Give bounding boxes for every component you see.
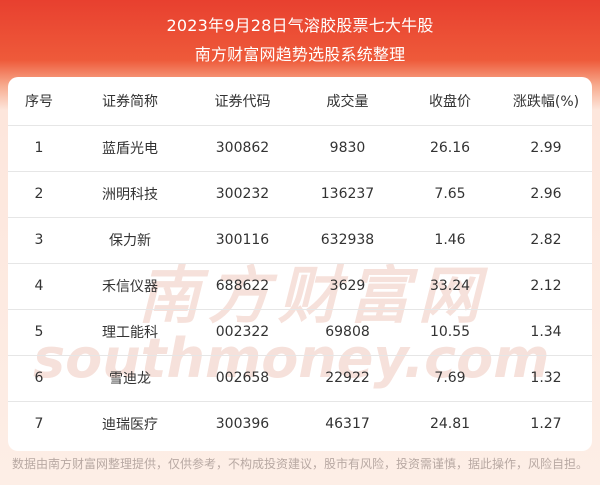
table-row: 6 雪迪龙 002658 22922 7.69 1.32 <box>8 355 592 402</box>
cell-volume: 69808 <box>295 309 400 356</box>
table-row: 2 洲明科技 300232 136237 7.65 2.96 <box>8 171 592 218</box>
footer-disclaimer: 数据由南方财富网整理提供，仅供参考，不构成投资建议，股市有风险，投资需谨慎，据此… <box>11 457 588 471</box>
cell-change: 2.82 <box>500 217 592 264</box>
header-banner: 2023年9月28日气溶胶股票七大牛股 南方财富网趋势选股系统整理 <box>0 0 600 80</box>
page-subtitle: 南方财富网趋势选股系统整理 <box>194 45 406 64</box>
cell-index: 7 <box>34 416 44 433</box>
cell-name: 理工能科 <box>70 309 190 356</box>
header-code: 证券代码 <box>190 77 295 126</box>
cell-volume: 9830 <box>295 125 400 172</box>
cell-change: 1.32 <box>500 355 592 402</box>
table-row: 4 禾信仪器 688622 3629 33.24 2.12 <box>8 263 592 310</box>
cell-close: 33.24 <box>400 263 500 310</box>
page-title: 2023年9月28日气溶胶股票七大牛股 <box>166 16 434 35</box>
cell-code: 688622 <box>190 263 295 310</box>
cell-close: 7.65 <box>400 171 500 218</box>
cell-name: 禾信仪器 <box>70 263 190 310</box>
cell-index: 2 <box>8 171 70 218</box>
cell-volume: 632938 <box>295 217 400 264</box>
cell-name: 蓝盾光电 <box>70 125 190 172</box>
header-volume: 成交量 <box>295 77 400 126</box>
table-row: 7 迪瑞医疗 300396 46317 24.81 1.27 <box>8 401 592 447</box>
cell-close: 26.16 <box>400 125 500 172</box>
cell-name: 雪迪龙 <box>70 355 190 402</box>
cell-code: 300862 <box>190 125 295 172</box>
cell-code: 300396 <box>215 416 270 433</box>
table-header-row: 序号 证券简称 证券代码 成交量 收盘价 涨跌幅(%) <box>8 77 592 126</box>
header-close: 收盘价 <box>400 77 500 126</box>
header-index: 序号 <box>8 77 70 126</box>
cell-index: 4 <box>8 263 70 310</box>
header-change: 涨跌幅(%) <box>500 77 592 126</box>
cell-name: 洲明科技 <box>70 171 190 218</box>
cell-name: 保力新 <box>70 217 190 264</box>
cell-code: 002322 <box>190 309 295 356</box>
cell-close: 1.46 <box>400 217 500 264</box>
cell-change: 1.27 <box>530 416 562 433</box>
cell-index: 1 <box>8 125 70 172</box>
cell-change: 2.99 <box>500 125 592 172</box>
cell-volume: 46317 <box>325 416 370 433</box>
cell-code: 300116 <box>190 217 295 264</box>
header-name: 证券简称 <box>70 77 190 126</box>
cell-volume: 136237 <box>295 171 400 218</box>
table-row: 3 保力新 300116 632938 1.46 2.82 <box>8 217 592 264</box>
cell-volume: 3629 <box>295 263 400 310</box>
cell-close: 10.55 <box>400 309 500 356</box>
cell-volume: 22922 <box>295 355 400 402</box>
table-row: 1 蓝盾光电 300862 9830 26.16 2.99 <box>8 125 592 172</box>
cell-close: 7.69 <box>400 355 500 402</box>
cell-code: 300232 <box>190 171 295 218</box>
table-row: 5 理工能科 002322 69808 10.55 1.34 <box>8 309 592 356</box>
cell-index: 3 <box>8 217 70 264</box>
cell-code: 002658 <box>190 355 295 402</box>
cell-name: 迪瑞医疗 <box>102 417 158 434</box>
cell-change: 2.12 <box>500 263 592 310</box>
cell-index: 5 <box>8 309 70 356</box>
stock-table: 序号 证券简称 证券代码 成交量 收盘价 涨跌幅(%) 1 蓝盾光电 30086… <box>8 77 592 447</box>
cell-change: 1.34 <box>500 309 592 356</box>
cell-change: 2.96 <box>500 171 592 218</box>
table-card: 南方财富网 southmoney.com 序号 证券简称 证券代码 成交量 收盘… <box>8 77 592 451</box>
cell-index: 6 <box>8 355 70 402</box>
cell-close: 24.81 <box>429 416 471 433</box>
